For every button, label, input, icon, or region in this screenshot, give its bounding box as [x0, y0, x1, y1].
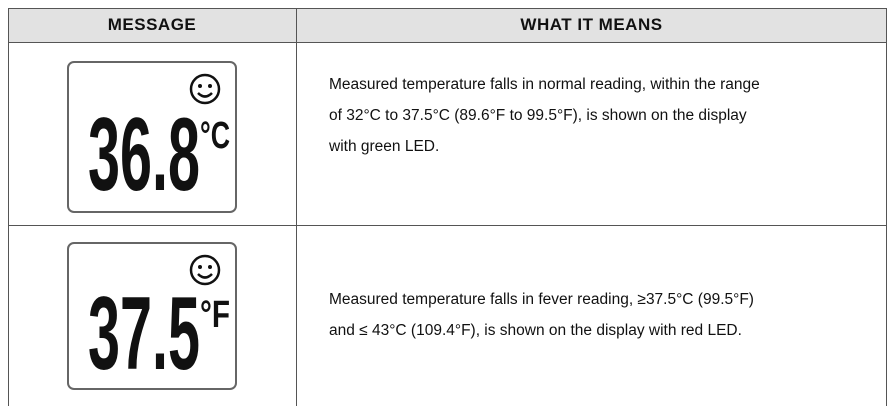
lcd-display: 36.8 °C — [66, 60, 240, 216]
text-line: of 32°C to 37.5°C (89.6°F to 99.5°F), is… — [329, 100, 760, 131]
border — [886, 8, 887, 406]
lcd-unit: °C — [200, 115, 230, 157]
text-line: and ≤ 43°C (109.4°F), is shown on the di… — [329, 315, 754, 346]
text-line: Measured temperature falls in fever read… — [329, 284, 754, 315]
lcd-display: 37.5 °F — [66, 241, 240, 393]
text-line: with green LED. — [329, 131, 760, 162]
description: Measured temperature falls in normal rea… — [329, 69, 760, 162]
border — [8, 225, 887, 226]
border — [296, 8, 297, 406]
document: MESSAGE WHAT IT MEANS 36.8 °C Measured t… — [0, 0, 895, 406]
lcd-reading: 37.5 — [88, 276, 200, 392]
lcd-unit: °F — [200, 294, 230, 336]
text-line: Measured temperature falls in normal rea… — [329, 69, 760, 100]
border — [8, 8, 887, 9]
header-cell: WHAT IT MEANS — [296, 8, 887, 42]
border — [8, 42, 887, 43]
lcd-reading: 36.8 — [88, 97, 200, 213]
border — [8, 8, 9, 406]
description: Measured temperature falls in fever read… — [329, 284, 754, 346]
header-cell: MESSAGE — [8, 8, 296, 42]
